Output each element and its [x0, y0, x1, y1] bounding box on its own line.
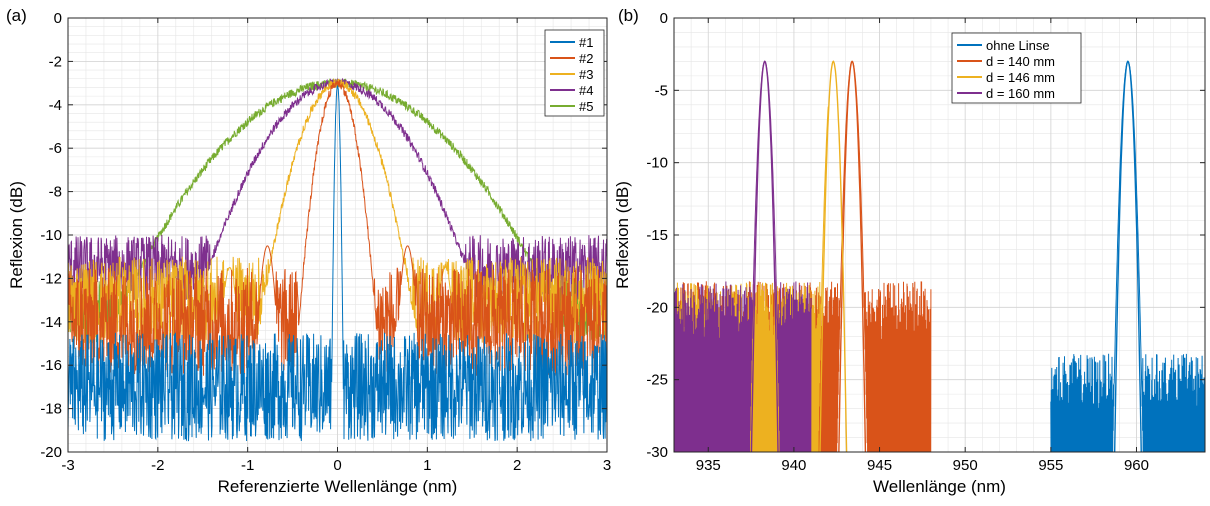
series-peak — [1113, 60, 1142, 452]
chart-b-y-axis-title: Reflexion (dB) — [613, 181, 632, 289]
y-tick-label: -2 — [49, 53, 62, 70]
series-peak — [750, 60, 779, 452]
legend-entry: #4 — [579, 83, 593, 98]
legend-entry: #1 — [579, 35, 593, 50]
y-tick-label: -20 — [646, 299, 668, 316]
y-tick-label: -6 — [49, 140, 62, 157]
legend-entry: #3 — [579, 67, 593, 82]
legend-entry: #5 — [579, 99, 593, 114]
chart-a-ticks: -3 -2 -1 0 1 2 30-2-4-6-8-10-12-14-16-18-20 — [40, 10, 611, 474]
x-tick-label: 3 — [603, 457, 611, 474]
panel-a-label: (a) — [6, 6, 27, 25]
legend-entry: d = 140 mm — [986, 54, 1055, 69]
chart-a-legend: #1#2#3#4#5 — [544, 29, 605, 117]
y-tick-label: 0 — [660, 10, 668, 27]
x-tick-label: 955 — [1038, 457, 1063, 474]
chart-a: -3 -2 -1 0 1 2 30-2-4-6-8-10-12-14-16-18-20Ref… — [7, 10, 611, 496]
x-tick-label: 1 — [423, 457, 431, 474]
y-tick-label: -12 — [40, 270, 62, 287]
series-group — [68, 77, 607, 442]
y-tick-label: -10 — [646, 155, 668, 172]
chart-b-x-axis-title: Wellenlänge (nm) — [873, 477, 1006, 496]
x-tick-label: -2 — [151, 457, 164, 474]
y-tick-label: -25 — [646, 372, 668, 389]
y-tick-label: -5 — [655, 82, 668, 99]
y-tick-label: -16 — [40, 357, 62, 374]
legend-entry: d = 146 mm — [986, 70, 1055, 85]
y-tick-label: -8 — [49, 184, 62, 201]
legend-entry: d = 160 mm — [986, 86, 1055, 101]
series-line-d-160-mm — [674, 60, 812, 452]
series-line-n1 — [68, 85, 607, 442]
x-tick-label: 950 — [953, 457, 978, 474]
legend-entry: #2 — [579, 51, 593, 66]
legend-entry: ohne Linse — [986, 38, 1050, 53]
y-tick-label: -20 — [40, 444, 62, 461]
series-group — [674, 60, 1205, 452]
x-tick-label: 945 — [867, 457, 892, 474]
y-tick-label: 0 — [54, 10, 62, 27]
chart-b: 935 940 945 950 955 960 0 -5 -10 -15 -20 -25 -30 Well… — [613, 10, 1206, 496]
x-tick-label: -1 — [241, 457, 254, 474]
y-tick-label: -15 — [646, 227, 668, 244]
series-peak — [819, 60, 848, 452]
y-tick-label: -30 — [646, 444, 668, 461]
y-tick-label: -18 — [40, 401, 62, 418]
x-tick-label: 940 — [781, 457, 806, 474]
chart-a-x-axis-title: Referenzierte Wellenlänge (nm) — [218, 477, 458, 496]
y-tick-label: -10 — [40, 227, 62, 244]
x-tick-label: 0 — [333, 457, 341, 474]
y-tick-label: -4 — [49, 97, 62, 114]
x-tick-label: 2 — [513, 457, 521, 474]
series-peak — [838, 60, 867, 452]
x-tick-label: 960 — [1124, 457, 1149, 474]
y-tick-label: -14 — [40, 314, 62, 331]
chart-a-y-axis-title: Reflexion (dB) — [7, 181, 26, 289]
x-tick-label: 935 — [696, 457, 721, 474]
x-tick-label: -3 — [61, 457, 74, 474]
chart-b-ticks: 935 940 945 950 955 960 0 -5 -10 -15 -20 -25 -30 — [646, 10, 1205, 474]
panel-b-label: (b) — [618, 6, 639, 25]
